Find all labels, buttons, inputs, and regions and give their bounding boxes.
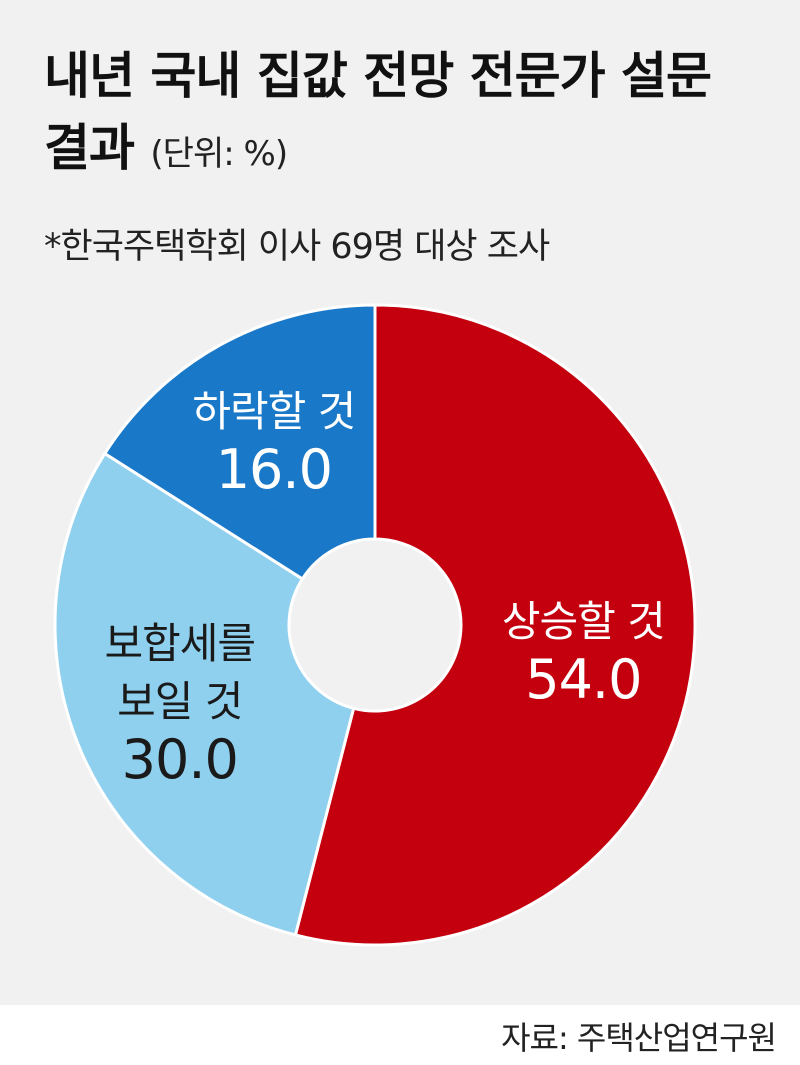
value-label: 54.0 xyxy=(525,648,642,712)
value-label: 30.0 xyxy=(121,728,239,792)
value-label: 16.0 xyxy=(215,437,333,501)
slice xyxy=(53,451,356,937)
category-label: 하락할 것 xyxy=(192,386,356,436)
category-label: 보합세를 보일 것 xyxy=(104,619,256,727)
chart xyxy=(53,303,697,947)
slice-label: 하락할 것 16.0 xyxy=(154,383,394,499)
slice xyxy=(293,303,697,947)
slice-label: 보합세를 보일 것 30.0 xyxy=(85,615,275,789)
category-label: 상승할 것 xyxy=(501,597,666,647)
chart-title: 내년 국내 집값 전망 전문가 설문 결과 xyxy=(44,47,712,177)
footer: 자료: 주택산업연구원 xyxy=(0,1005,800,1065)
note: *한국주택학회 이사 69명 대상 조사 xyxy=(44,227,550,267)
title-block: 내년 국내 집값 전망 전문가 설문 결과 (단위: %) xyxy=(44,40,764,190)
slice-label: 상승할 것 54.0 xyxy=(463,593,703,709)
source: 자료: 주택산업연구원 xyxy=(501,1019,777,1057)
subtitle: (단위: %) xyxy=(150,134,288,174)
slice xyxy=(102,303,377,581)
